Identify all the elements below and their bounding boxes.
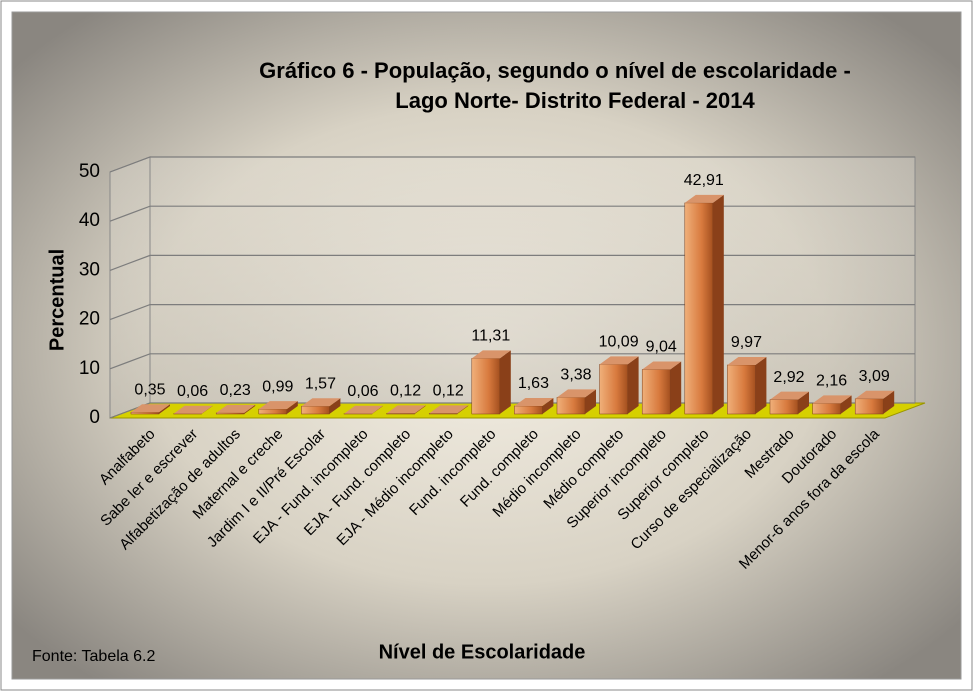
bar-side [201,405,213,414]
y-tick-label: 50 [79,161,100,182]
bar-top [599,356,639,365]
source-note: Fonte: Tabela 6.2 [32,648,155,665]
grid-line [109,304,915,321]
bar-side [414,405,426,414]
value-label: 9,04 [646,339,677,356]
bar-side [755,356,767,414]
bar-side [798,391,809,414]
bar [471,358,501,415]
bar [769,399,799,415]
bar-top [173,405,213,414]
value-label: 0,12 [390,383,421,400]
bar-side [840,395,852,414]
bar-side [670,361,682,414]
bar-side [286,401,298,414]
grid-line [109,156,915,173]
bar-top [812,395,852,404]
bar-side [585,389,596,414]
chart-title: Lago Norte- Distrito Federal - 2014 [395,88,755,113]
value-label: 1,57 [305,375,336,392]
value-label: 0,23 [220,382,251,399]
chart-title: Gráfico 6 - População, segundo o nível d… [259,58,851,83]
value-label: 3,09 [859,368,890,385]
y-tick-label: 10 [79,358,100,379]
grid-line [109,205,915,222]
bar [130,412,160,415]
bar-top [471,350,511,359]
bar-side [159,404,170,414]
bar [514,405,543,415]
value-label: 0,12 [433,383,464,400]
value-label: 3,38 [560,367,591,384]
bar-top [642,361,682,370]
bar-side [329,398,341,414]
bar-top [429,405,469,414]
value-label: 10,09 [599,334,639,351]
bar-top [301,398,341,407]
grid-line [109,254,915,271]
bar [301,406,330,415]
bar [812,403,841,415]
value-label: 9,97 [731,334,762,351]
value-label: 2,92 [773,369,804,386]
y-tick-label: 0 [89,407,100,428]
value-label: 0,06 [177,383,208,400]
side-wall [109,156,151,419]
y-axis-label: Percentual [46,249,68,351]
bar-side [542,397,554,414]
bar [258,408,288,415]
value-label: 2,16 [816,373,847,390]
bar [215,412,245,415]
bar-top [131,404,170,413]
value-label: 0,99 [262,378,293,395]
bar-top [216,404,256,413]
bar-top [514,397,554,406]
bar-side [883,390,895,414]
value-label: 0,35 [134,381,165,398]
y-tick-label: 40 [79,210,100,231]
bar-side [372,405,383,414]
y-tick-label: 30 [79,259,100,280]
bar [428,413,458,415]
y-tick-label: 20 [79,309,100,330]
bar-side [244,404,256,414]
bar [599,364,628,415]
value-label: 1,63 [518,375,549,392]
bar [386,413,415,415]
bar [556,397,586,415]
bar-side [457,405,469,414]
bar-side [499,350,511,414]
bar-top [727,356,767,365]
bar [684,202,714,415]
bar-side [627,356,639,414]
bar-top [557,389,596,398]
bar-top [855,390,895,399]
value-label: 11,31 [471,328,510,345]
back-wall [149,156,916,404]
bar [727,364,756,415]
bar-top [344,405,383,414]
bar-side [712,194,724,414]
value-label: 0,06 [347,383,378,400]
grid-line [109,353,915,370]
bar [641,369,671,415]
bar-top [684,194,724,203]
x-axis-label: Nível de Escolaridade [379,641,586,663]
bar-top [258,401,298,410]
value-label: 42,91 [684,172,724,189]
bar-top [386,405,426,414]
bar-top [770,391,809,400]
bar [854,398,884,415]
